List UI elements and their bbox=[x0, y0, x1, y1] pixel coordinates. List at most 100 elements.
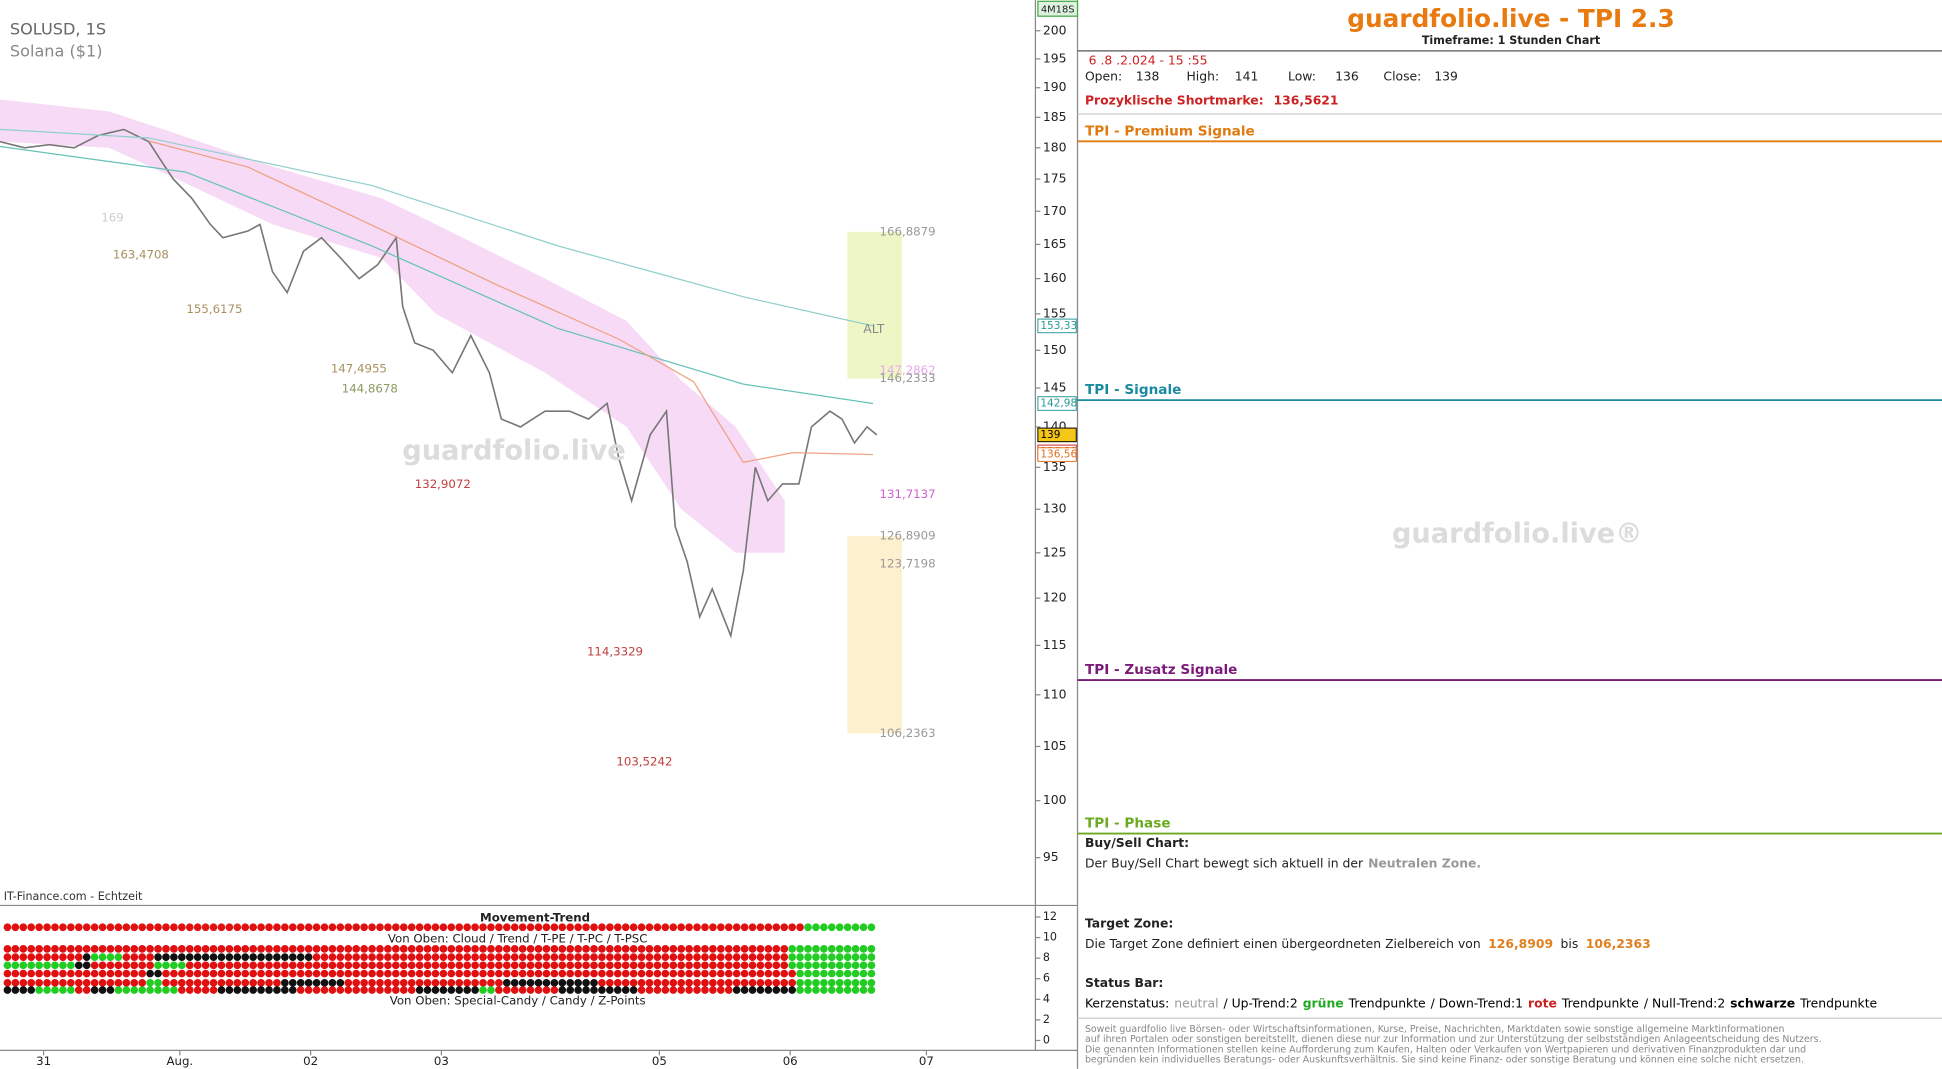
trend-dot bbox=[27, 953, 36, 961]
trend-dot bbox=[35, 961, 43, 970]
trend-dot bbox=[843, 978, 852, 987]
trend-dot bbox=[384, 969, 392, 978]
trend-dot bbox=[716, 986, 725, 994]
trend-dot bbox=[748, 945, 757, 953]
trend-dot bbox=[843, 923, 852, 932]
trend-dot bbox=[566, 945, 575, 953]
trend-dot bbox=[431, 953, 440, 961]
trend-dot bbox=[328, 969, 337, 978]
trend-dot bbox=[502, 986, 511, 994]
trend-dot bbox=[146, 986, 154, 994]
trend-dot bbox=[804, 969, 812, 978]
trend-dot bbox=[463, 961, 472, 970]
trend-dot bbox=[756, 969, 765, 978]
trend-dot bbox=[114, 953, 123, 961]
trend-dot bbox=[621, 978, 630, 987]
status-part: grüne bbox=[1303, 996, 1344, 1010]
trend-dot bbox=[812, 978, 820, 987]
trend-dot bbox=[82, 953, 91, 961]
trend-dot bbox=[162, 961, 170, 970]
trend-dot bbox=[273, 969, 281, 978]
trend-dot bbox=[788, 969, 796, 978]
trend-dot bbox=[447, 978, 456, 987]
trend-dot bbox=[716, 953, 725, 961]
trend-dot bbox=[621, 945, 630, 953]
trend-dot bbox=[590, 961, 598, 970]
trend-dot bbox=[344, 969, 353, 978]
trend-dot bbox=[407, 969, 416, 978]
trend-dot bbox=[732, 945, 741, 953]
trend-dot bbox=[558, 978, 567, 987]
trend-dot bbox=[296, 969, 305, 978]
trend-dot bbox=[621, 961, 630, 970]
trend-dot bbox=[558, 953, 567, 961]
trend-dot bbox=[566, 953, 575, 961]
trend-dot bbox=[479, 986, 487, 994]
level-label: 147,2862 bbox=[880, 363, 936, 377]
trend-dot bbox=[257, 986, 265, 994]
trend-dot bbox=[740, 945, 749, 953]
trend-dot bbox=[867, 969, 876, 978]
trend-dot bbox=[423, 986, 432, 994]
trend-dot bbox=[645, 986, 654, 994]
trend-dot bbox=[130, 961, 139, 970]
trend-dot bbox=[415, 961, 424, 970]
trend-dot bbox=[233, 986, 242, 994]
trend-dot bbox=[177, 978, 186, 987]
trend-dot bbox=[558, 986, 567, 994]
trend-dot bbox=[368, 969, 376, 978]
trend-dot bbox=[43, 969, 51, 978]
trend-dot bbox=[74, 978, 83, 987]
trend-dot bbox=[431, 978, 440, 987]
indicator-title: Von Oben: Cloud / Trend / T-PE / T-PC / … bbox=[388, 931, 648, 945]
trend-dot bbox=[98, 978, 107, 987]
trend-dot bbox=[265, 978, 273, 987]
trend-dot bbox=[328, 945, 337, 953]
trend-dot bbox=[162, 986, 170, 994]
trend-dot bbox=[74, 986, 83, 994]
trend-dot bbox=[368, 961, 376, 970]
trend-dot bbox=[859, 953, 868, 961]
trend-dot bbox=[843, 945, 852, 953]
trend-dot bbox=[487, 923, 495, 932]
trend-dot bbox=[510, 969, 519, 978]
trend-dot bbox=[724, 945, 733, 953]
trend-dot bbox=[27, 923, 36, 932]
trend-dot bbox=[590, 978, 598, 987]
trend-dot bbox=[59, 923, 67, 932]
trend-dot bbox=[780, 986, 789, 994]
trend-dot bbox=[685, 978, 693, 987]
trend-dot bbox=[154, 923, 162, 932]
trend-dot bbox=[772, 986, 781, 994]
trend-dot bbox=[709, 969, 717, 978]
trend-dot bbox=[154, 969, 162, 978]
timer-box bbox=[1037, 0, 1079, 17]
trend-dot bbox=[59, 945, 67, 953]
target-zone bbox=[847, 536, 902, 734]
trend-dot bbox=[598, 961, 606, 970]
trend-dot bbox=[225, 953, 234, 961]
trend-dot bbox=[423, 953, 432, 961]
trend-dot bbox=[479, 953, 487, 961]
trend-dot bbox=[487, 953, 495, 961]
trend-dot bbox=[185, 969, 194, 978]
trend-dot bbox=[455, 978, 464, 987]
trend-dot bbox=[415, 953, 424, 961]
trend-dot bbox=[463, 969, 472, 978]
trend-dot bbox=[376, 945, 384, 953]
trend-dot bbox=[566, 923, 575, 932]
series-line bbox=[0, 145, 874, 405]
trend-dot bbox=[122, 953, 131, 961]
trend-dot bbox=[748, 986, 757, 994]
trend-dot bbox=[526, 923, 535, 932]
trend-dot bbox=[312, 978, 321, 987]
trend-dot bbox=[43, 978, 51, 987]
trend-dot bbox=[328, 923, 337, 932]
trend-dot bbox=[368, 923, 376, 932]
status-part: Trendpunkte bbox=[1348, 996, 1426, 1010]
trend-dot bbox=[709, 986, 717, 994]
trend-dot bbox=[74, 945, 83, 953]
trend-dot bbox=[59, 961, 67, 970]
trend-dot bbox=[98, 969, 107, 978]
trend-dot bbox=[859, 969, 868, 978]
